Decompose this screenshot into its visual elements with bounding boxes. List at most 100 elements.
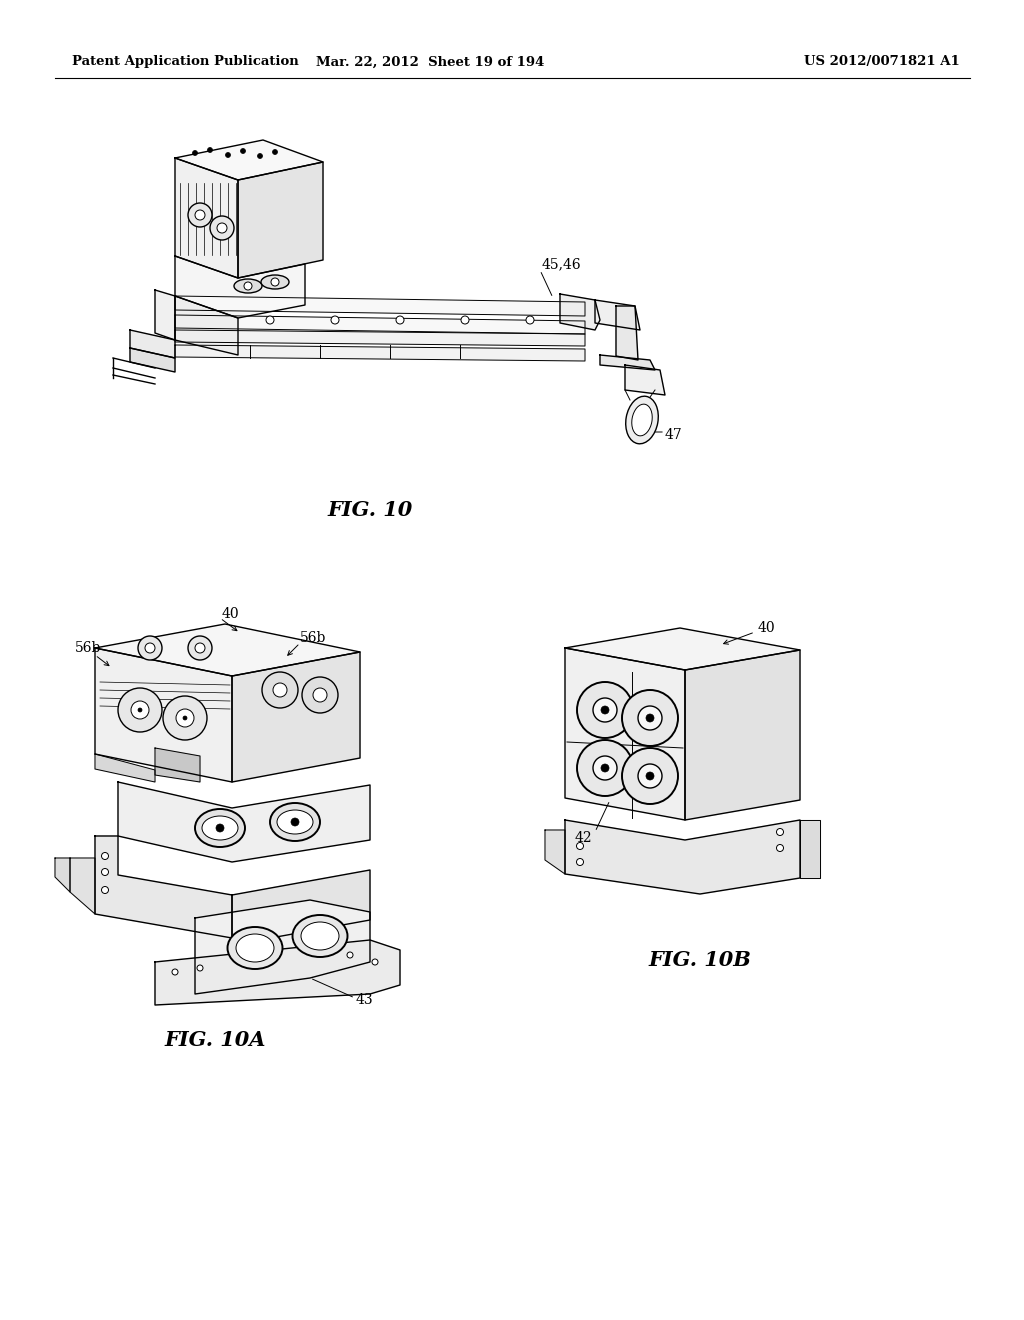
Circle shape	[646, 772, 654, 780]
Polygon shape	[155, 940, 400, 1005]
Polygon shape	[685, 649, 800, 820]
Polygon shape	[175, 256, 305, 318]
Circle shape	[131, 701, 150, 719]
Circle shape	[601, 706, 609, 714]
Text: US 2012/0071821 A1: US 2012/0071821 A1	[804, 55, 961, 69]
Circle shape	[266, 315, 274, 323]
Circle shape	[183, 715, 187, 719]
Circle shape	[331, 315, 339, 323]
Polygon shape	[155, 748, 200, 781]
Circle shape	[145, 643, 155, 653]
Circle shape	[271, 279, 279, 286]
Circle shape	[195, 643, 205, 653]
Polygon shape	[175, 140, 323, 180]
Ellipse shape	[234, 279, 262, 293]
Polygon shape	[232, 652, 360, 781]
Polygon shape	[175, 296, 238, 355]
Circle shape	[638, 764, 662, 788]
Circle shape	[577, 858, 584, 866]
Circle shape	[101, 869, 109, 875]
Circle shape	[273, 682, 287, 697]
Circle shape	[197, 965, 203, 972]
Polygon shape	[595, 300, 640, 330]
Ellipse shape	[293, 915, 347, 957]
Polygon shape	[118, 781, 370, 862]
Ellipse shape	[626, 396, 658, 444]
Circle shape	[461, 315, 469, 323]
Circle shape	[313, 688, 327, 702]
Circle shape	[138, 708, 142, 711]
Circle shape	[101, 887, 109, 894]
Polygon shape	[175, 296, 585, 315]
Polygon shape	[95, 624, 360, 676]
Text: 56b: 56b	[75, 642, 101, 655]
Circle shape	[208, 148, 213, 153]
Ellipse shape	[632, 404, 652, 436]
Circle shape	[593, 756, 617, 780]
Polygon shape	[130, 330, 175, 358]
Polygon shape	[175, 158, 238, 279]
Ellipse shape	[202, 816, 238, 840]
Polygon shape	[175, 345, 585, 360]
Polygon shape	[238, 162, 323, 279]
Text: 47: 47	[665, 428, 683, 442]
Circle shape	[646, 714, 654, 722]
Circle shape	[622, 748, 678, 804]
Circle shape	[216, 824, 224, 832]
Text: Mar. 22, 2012  Sheet 19 of 194: Mar. 22, 2012 Sheet 19 of 194	[315, 55, 544, 69]
Ellipse shape	[227, 927, 283, 969]
Circle shape	[163, 696, 207, 741]
Circle shape	[577, 682, 633, 738]
Polygon shape	[560, 294, 600, 330]
Circle shape	[776, 829, 783, 836]
Polygon shape	[545, 830, 565, 874]
Circle shape	[776, 845, 783, 851]
Circle shape	[217, 223, 227, 234]
Text: 56b: 56b	[300, 631, 327, 645]
Circle shape	[262, 672, 298, 708]
Text: 42: 42	[575, 832, 593, 845]
Polygon shape	[600, 355, 655, 370]
Circle shape	[638, 706, 662, 730]
Circle shape	[210, 216, 234, 240]
Circle shape	[225, 153, 230, 157]
Polygon shape	[55, 858, 70, 892]
Text: FIG. 10A: FIG. 10A	[164, 1030, 266, 1049]
Polygon shape	[625, 366, 665, 395]
Circle shape	[302, 677, 338, 713]
Circle shape	[396, 315, 404, 323]
Ellipse shape	[270, 803, 319, 841]
Polygon shape	[232, 870, 370, 945]
Polygon shape	[616, 306, 638, 360]
Circle shape	[193, 150, 198, 156]
Circle shape	[257, 153, 262, 158]
Polygon shape	[95, 754, 155, 781]
Ellipse shape	[278, 810, 313, 834]
Circle shape	[101, 853, 109, 859]
Polygon shape	[800, 820, 820, 878]
Circle shape	[272, 149, 278, 154]
Circle shape	[195, 210, 205, 220]
Ellipse shape	[261, 275, 289, 289]
Circle shape	[176, 709, 194, 727]
Ellipse shape	[236, 935, 274, 962]
Polygon shape	[95, 648, 232, 781]
Polygon shape	[95, 836, 232, 939]
Circle shape	[593, 698, 617, 722]
Polygon shape	[565, 820, 800, 894]
Circle shape	[138, 636, 162, 660]
Circle shape	[601, 764, 609, 772]
Polygon shape	[175, 315, 585, 334]
Ellipse shape	[301, 921, 339, 950]
Text: FIG. 10B: FIG. 10B	[648, 950, 752, 970]
Text: Patent Application Publication: Patent Application Publication	[72, 55, 299, 69]
Polygon shape	[70, 858, 95, 913]
Circle shape	[291, 818, 299, 826]
Polygon shape	[175, 330, 585, 346]
Circle shape	[577, 842, 584, 850]
Circle shape	[188, 203, 212, 227]
Text: 40: 40	[222, 607, 240, 620]
Text: 45,46: 45,46	[542, 257, 582, 271]
Polygon shape	[130, 348, 175, 372]
Circle shape	[118, 688, 162, 733]
